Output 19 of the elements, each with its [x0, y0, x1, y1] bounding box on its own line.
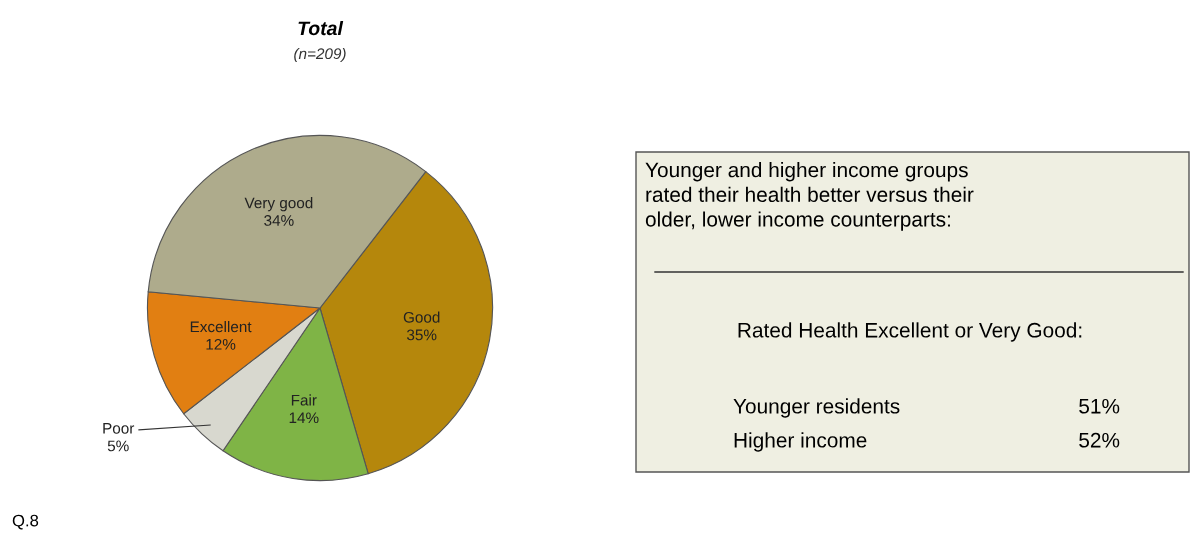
slice-label: Fair: [291, 394, 317, 406]
data-label: 14%: [289, 412, 319, 424]
text: 51%: [1079, 398, 1120, 414]
chart-subtitle: (n=209): [294, 47, 346, 63]
data-label: 34%: [264, 215, 294, 226]
chart-title: Total: [298, 20, 344, 36]
text: Higher income: [734, 432, 867, 452]
slice-label: Poor: [103, 423, 135, 434]
slice-label: Good: [403, 311, 440, 323]
text: Q.8: [12, 514, 39, 530]
data-label: 35%: [406, 329, 437, 341]
text: Rated Health Excellent or Very Good:: [738, 322, 1082, 342]
slice-label: Excellent: [190, 320, 252, 333]
text: 52%: [1079, 432, 1120, 448]
data-label: 5%: [107, 440, 129, 452]
slice-label: Very good: [244, 197, 313, 212]
data-label: 12%: [206, 338, 236, 350]
text: Younger residents: [733, 398, 900, 418]
text: Younger and higher income groups rated their health better versus their older, lower income counterparts:: [645, 162, 974, 231]
